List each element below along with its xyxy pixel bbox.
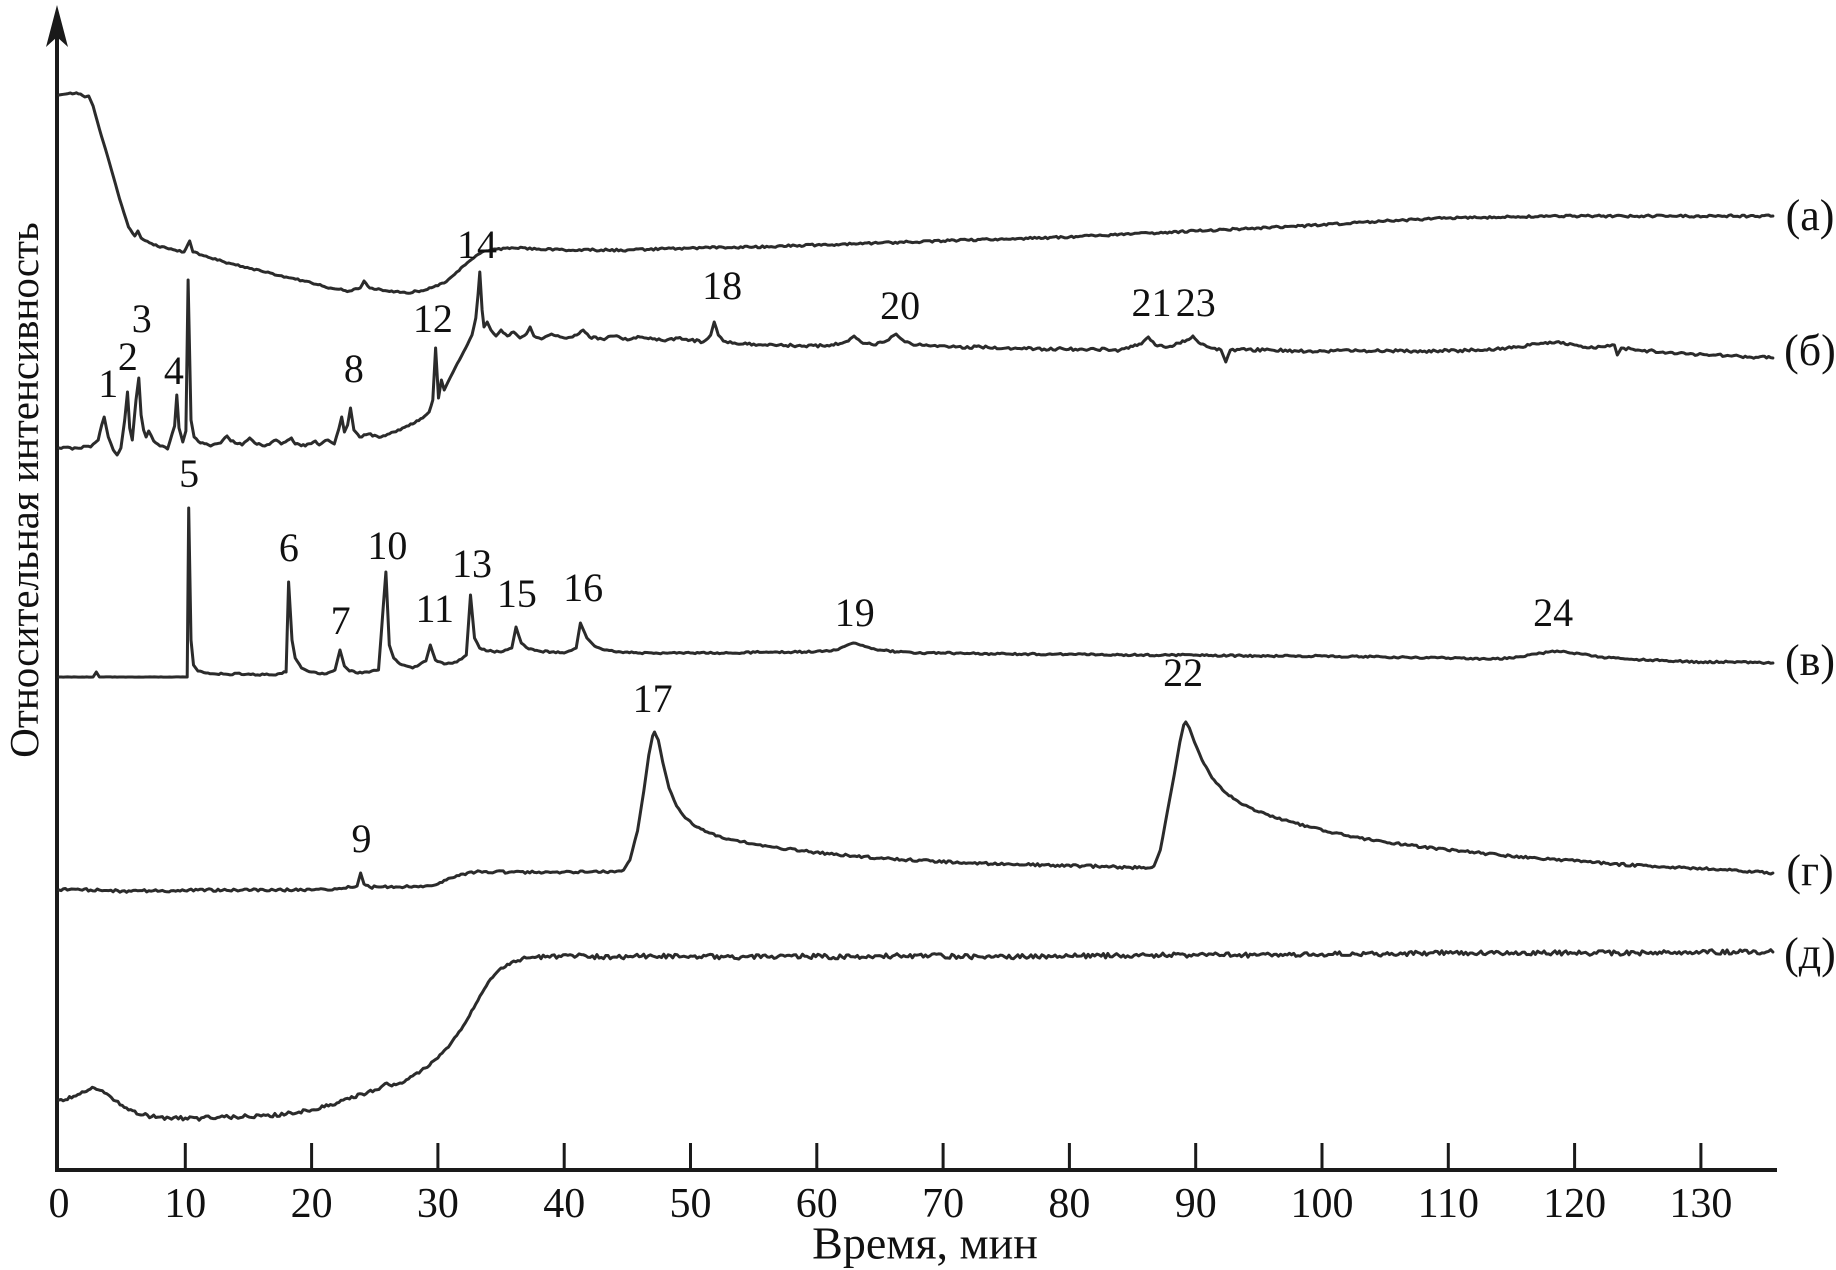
peak-label-16: 16 — [563, 565, 603, 610]
x-tick-label: 40 — [543, 1181, 585, 1227]
trace-label-g: (г) — [1786, 846, 1833, 895]
x-tick-label: 20 — [291, 1181, 333, 1227]
peak-label-10: 10 — [367, 523, 407, 568]
x-tick-label: 110 — [1418, 1181, 1479, 1227]
peak-label-8: 8 — [344, 346, 364, 391]
peak-label-20: 20 — [880, 283, 920, 328]
peak-label-9: 9 — [351, 816, 371, 861]
trace-d — [57, 948, 1775, 1122]
y-axis-title: Относительная интенсивность — [1, 222, 47, 758]
peak-label-17: 17 — [633, 676, 673, 721]
trace-label-v: (в) — [1785, 636, 1835, 685]
trace-b — [57, 270, 1775, 457]
x-tick-label: 0 — [49, 1181, 70, 1227]
peak-label-19: 19 — [835, 590, 875, 635]
peak-label-7: 7 — [331, 598, 351, 643]
x-tick-label: 30 — [417, 1181, 459, 1227]
peak-label-1: 1 — [98, 361, 118, 406]
trace-label-d: (д) — [1784, 929, 1836, 978]
peak-label-14: 14 — [457, 222, 497, 267]
trace-label-b: (б) — [1784, 326, 1836, 375]
peak-label-4: 4 — [164, 348, 184, 393]
peak-label-15: 15 — [497, 571, 537, 616]
peak-label-18: 18 — [702, 263, 742, 308]
peak-label-13: 13 — [452, 541, 492, 586]
trace-label-a: (а) — [1786, 191, 1835, 240]
x-tick-label: 70 — [922, 1181, 964, 1227]
x-tick-label: 120 — [1543, 1181, 1606, 1227]
x-tick-label: 60 — [796, 1181, 838, 1227]
peak-label-6: 6 — [279, 525, 299, 570]
peak-label-12: 12 — [413, 296, 453, 341]
trace-g — [57, 720, 1775, 894]
x-tick-label: 130 — [1669, 1181, 1732, 1227]
y-axis-arrowhead-icon — [46, 5, 68, 47]
peak-label-22: 22 — [1163, 650, 1203, 695]
peak-label-2: 2 — [118, 334, 138, 379]
peak-label-24: 24 — [1533, 590, 1573, 635]
x-tick-label: 10 — [164, 1181, 206, 1227]
peak-label-5: 5 — [179, 451, 199, 496]
peak-label-11: 11 — [415, 586, 454, 631]
peak-label-23: 23 — [1176, 280, 1216, 325]
x-tick-label: 80 — [1048, 1181, 1090, 1227]
x-tick-label: 90 — [1175, 1181, 1217, 1227]
x-tick-label: 100 — [1291, 1181, 1354, 1227]
trace-v — [57, 506, 1775, 679]
x-axis-title: Время, мин — [812, 1217, 1038, 1269]
x-tick-label: 50 — [670, 1181, 712, 1227]
trace-a — [57, 91, 1775, 295]
peak-label-3: 3 — [132, 296, 152, 341]
peak-label-21: 21 — [1131, 280, 1171, 325]
